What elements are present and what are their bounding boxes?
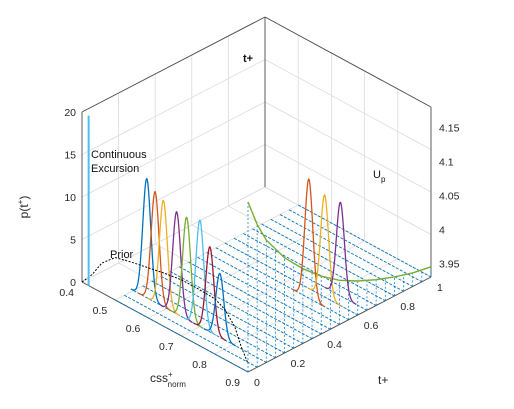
- css-tick-label: 0.6: [126, 323, 141, 335]
- axis-edge: [264, 16, 432, 108]
- t-slice-line: [188, 261, 322, 335]
- t-tick-label: 0: [254, 377, 260, 389]
- prior-curve: [81, 256, 249, 364]
- t-slice-line: [233, 237, 368, 311]
- css-tick-label: 0.4: [59, 287, 74, 299]
- axis-box: [81, 16, 432, 373]
- p-tick-label: 15: [64, 150, 76, 162]
- continuous-annotation: Continuous: [91, 149, 147, 161]
- peak-curve-8: [292, 178, 326, 308]
- t-slice-line: [179, 266, 313, 340]
- wall-grid-line: [81, 144, 266, 240]
- wall-grid-line: [264, 101, 432, 193]
- css-tick-label: 0.8: [192, 359, 207, 371]
- wall-grid-line: [81, 59, 266, 155]
- css-tick-label: 0.9: [225, 377, 240, 389]
- t-slice-line: [215, 247, 349, 321]
- posterior-peaks: [130, 177, 357, 347]
- t-slice-line: [261, 223, 395, 297]
- t-tick-label: 0.8: [400, 301, 415, 313]
- up-curve: [247, 201, 432, 282]
- right-tick-label: 4.15: [439, 122, 460, 134]
- right-tick-label: 4.1: [439, 156, 454, 168]
- t-slice-line: [224, 242, 359, 316]
- peak-curve-2: [147, 199, 180, 316]
- right-tick-label: 4: [439, 224, 445, 236]
- p-tick-label: 10: [64, 192, 76, 204]
- peak-curve-10: [324, 201, 357, 306]
- t-slice-line: [114, 299, 249, 373]
- p-tick-label: 5: [70, 235, 76, 247]
- t-tick-label: 0.2: [291, 358, 306, 370]
- peak-curve-9: [308, 194, 341, 307]
- p-tick-label: 0: [70, 277, 76, 289]
- wall-grid-line: [264, 144, 432, 235]
- css-axis-label: css+ norm: [150, 370, 186, 389]
- t-slice-line: [151, 280, 285, 354]
- right-tick-label: 3.95: [439, 258, 460, 270]
- up-curve-line: [247, 201, 432, 282]
- peak-curve-0: [130, 177, 164, 307]
- right-tick-label: 4.05: [439, 190, 460, 202]
- tick-labels: 0 5 10 15 20 0.4 0.5 0.6 0.7 0.8 0.9 0 0.2 0.4 0.6 0.8 1…: [59, 107, 459, 389]
- grid: [81, 16, 432, 373]
- axis-edge: [81, 16, 266, 113]
- t-slice-line: [142, 285, 276, 359]
- t-slice-line: [297, 204, 432, 278]
- t-plus-annotation: t+: [243, 53, 253, 65]
- t-axis-label: t+: [378, 373, 388, 387]
- css-tick-label: 0.7: [159, 341, 174, 353]
- prior-annotation: Prior: [110, 249, 134, 261]
- t-tick-label: 0.4: [327, 339, 342, 351]
- t-slice-line: [252, 228, 386, 302]
- p-axis-label: p(t+): [16, 196, 31, 219]
- t-slice-line: [124, 294, 258, 368]
- t-slice-line: [279, 214, 413, 287]
- t-slice-line: [288, 209, 423, 283]
- peak-curve-7: [203, 272, 237, 347]
- t-slice-line: [133, 290, 267, 363]
- wall-grid-line: [81, 101, 266, 198]
- p-tick-label: 20: [64, 107, 76, 119]
- t-tick-label: 1: [437, 282, 443, 294]
- t-slice-line: [206, 252, 340, 325]
- t-slice-line: [270, 218, 404, 292]
- t-slice-line: [197, 256, 331, 330]
- t-slice-line: [243, 233, 377, 306]
- peak-curve-4: [170, 216, 203, 329]
- excursion-annotation: Excursion: [91, 163, 139, 175]
- peak-curve-6: [193, 246, 227, 342]
- peak-curve-3: [160, 210, 193, 324]
- prior-line: [81, 256, 249, 364]
- css-tick-label: 0.5: [93, 305, 108, 317]
- up-annotation: Up: [373, 169, 386, 184]
- floor-grid-line: [181, 240, 365, 337]
- t-tick-label: 0.6: [364, 320, 379, 332]
- wall-grid-line: [264, 59, 432, 150]
